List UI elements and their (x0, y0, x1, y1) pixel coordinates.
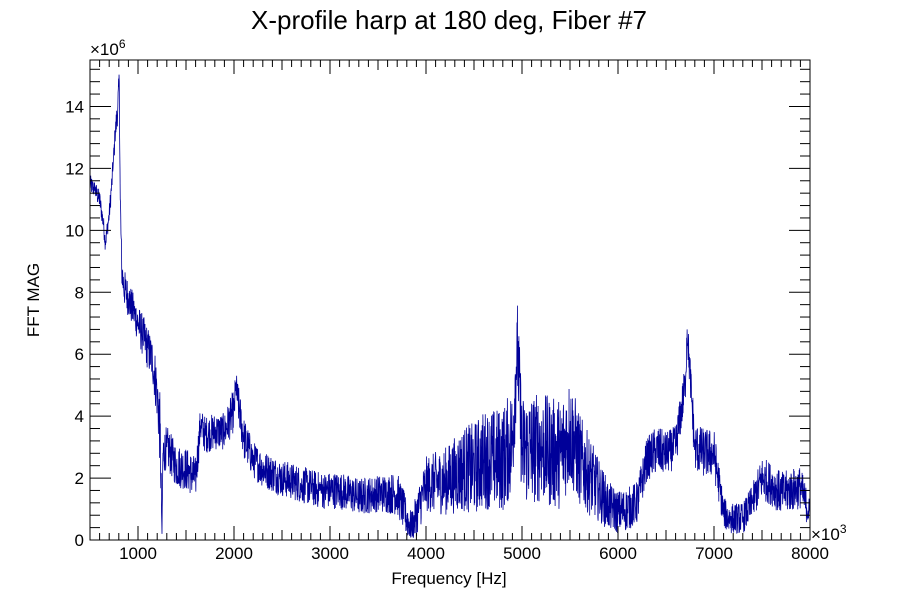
y-multiplier: ×106 (90, 37, 126, 59)
x-tick-label: 2000 (215, 544, 253, 563)
y-tick-label: 6 (75, 345, 84, 364)
y-tick-label: 2 (75, 469, 84, 488)
y-axis-ticks (90, 68, 810, 541)
y-axis-tick-labels: 0 2 4 6 8 10 12 14 (65, 97, 84, 550)
x-tick-label: 8000 (791, 544, 829, 563)
x-tick-label: 1000 (119, 544, 157, 563)
plot-frame (89, 59, 811, 541)
x-tick-label: 6000 (599, 544, 637, 563)
y-tick-label: 0 (75, 531, 84, 550)
y-tick-label: 8 (75, 283, 84, 302)
series-line-fft (90, 74, 810, 538)
x-tick-label: 7000 (695, 544, 733, 563)
x-multiplier: ×103 (811, 522, 847, 544)
x-tick-label: 5000 (503, 544, 541, 563)
x-axis-ticks (99, 60, 811, 540)
x-axis-label: Frequency [Hz] (391, 569, 506, 588)
y-tick-label: 14 (65, 97, 84, 116)
y-axis-label: FFT MAG (24, 263, 43, 337)
y-tick-label: 10 (65, 221, 84, 240)
plot-area (90, 74, 810, 538)
y-tick-label: 12 (65, 159, 84, 178)
chart-title: X-profile harp at 180 deg, Fiber #7 (251, 5, 647, 35)
x-axis-tick-labels: 1000 2000 3000 4000 5000 6000 7000 8000 (119, 544, 829, 563)
x-tick-label: 3000 (311, 544, 349, 563)
y-tick-label: 4 (75, 407, 84, 426)
x-tick-label: 4000 (407, 544, 445, 563)
